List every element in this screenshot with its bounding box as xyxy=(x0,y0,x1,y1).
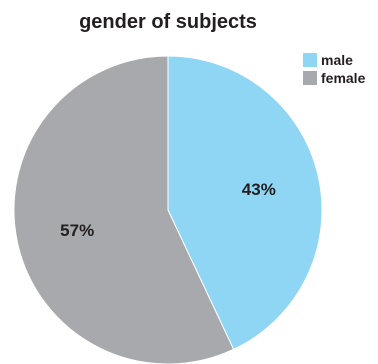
slice-label-male: 43% xyxy=(242,180,276,199)
legend-swatch-male xyxy=(303,53,317,67)
legend-label-male: male xyxy=(321,52,353,68)
legend: male female xyxy=(303,52,366,86)
pie-slice-male xyxy=(167,55,323,351)
legend-label-female: female xyxy=(321,70,366,86)
legend-swatch-female xyxy=(303,71,317,85)
slice-label-female: 57% xyxy=(60,221,94,240)
chart-title: gender of subjects xyxy=(79,11,257,33)
pie-slice-labels: 43% 57% xyxy=(60,180,276,240)
pie-slices xyxy=(13,55,323,364)
